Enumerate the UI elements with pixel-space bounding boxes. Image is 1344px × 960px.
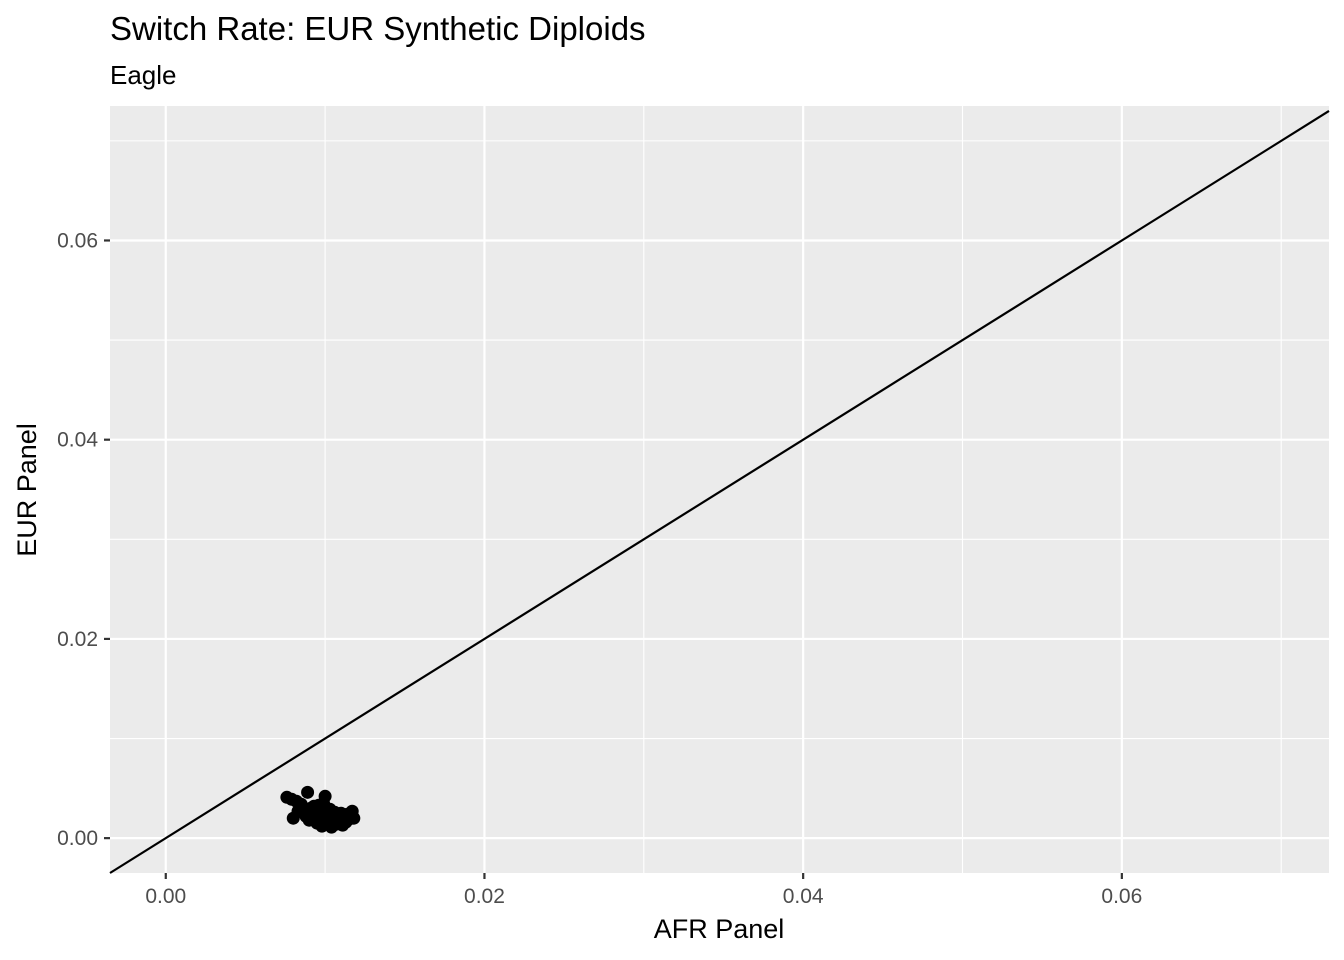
x-tick-label: 0.00 [145,885,186,908]
data-point [318,789,332,803]
y-tick-label: 0.00 [57,827,98,850]
chart-subtitle: Eagle [110,60,177,90]
y-axis-title: EUR Panel [12,423,42,557]
data-point [318,815,332,829]
chart-title: Switch Rate: EUR Synthetic Diploids [110,10,646,47]
data-point [312,798,326,812]
y-tick-label: 0.02 [57,628,98,651]
y-tick-label: 0.04 [57,429,98,452]
grid-minor [110,106,1329,873]
data-point [347,811,361,825]
x-tick-label: 0.06 [1101,885,1142,908]
x-axis-title: AFR Panel [654,914,785,944]
y-tick-label: 0.06 [57,229,98,252]
data-point [297,806,311,820]
grid-major [110,106,1329,873]
x-axis: 0.00 0.02 0.04 0.06 [145,873,1142,908]
x-tick-label: 0.04 [783,885,824,908]
y-axis: 0.00 0.02 0.04 0.06 [57,229,110,850]
data-point [309,808,323,822]
points-layer [280,785,361,834]
x-tick-label: 0.02 [464,885,505,908]
data-point [301,785,315,799]
reference-line [109,110,1330,874]
reference-line-layer [109,110,1330,874]
